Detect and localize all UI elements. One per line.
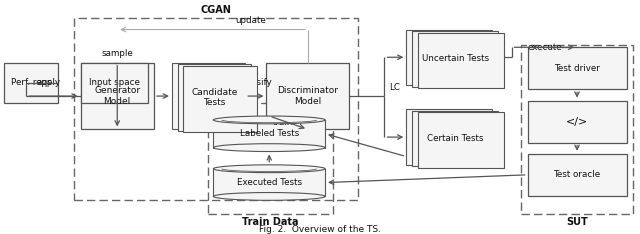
- Bar: [266, 63, 349, 129]
- Ellipse shape: [213, 116, 325, 124]
- Bar: [418, 33, 504, 88]
- Bar: [213, 120, 325, 148]
- Bar: [213, 169, 325, 196]
- Bar: [527, 101, 627, 143]
- Bar: [412, 31, 498, 87]
- Text: classify: classify: [239, 78, 272, 87]
- Text: sample: sample: [101, 49, 133, 58]
- Bar: [406, 109, 492, 165]
- Text: CGAN: CGAN: [201, 5, 232, 15]
- Bar: [412, 111, 498, 166]
- Text: Discriminator
Model: Discriminator Model: [277, 86, 339, 106]
- Text: Uncertain Tests: Uncertain Tests: [422, 54, 488, 63]
- Text: Generator
Model: Generator Model: [94, 86, 140, 106]
- Text: apply: apply: [36, 78, 61, 87]
- Bar: [527, 154, 627, 196]
- Text: Train Data: Train Data: [243, 217, 299, 227]
- Bar: [81, 63, 154, 129]
- Text: Fig. 2.  Overview of the TS.: Fig. 2. Overview of the TS.: [259, 225, 381, 234]
- Bar: [527, 47, 627, 89]
- Text: Executed Tests: Executed Tests: [237, 178, 302, 187]
- Ellipse shape: [213, 165, 325, 173]
- Bar: [74, 18, 358, 200]
- Text: update: update: [236, 16, 266, 25]
- Bar: [177, 64, 251, 131]
- Text: </>: </>: [566, 117, 588, 127]
- Bar: [406, 29, 492, 85]
- Ellipse shape: [213, 193, 325, 200]
- Bar: [4, 63, 58, 103]
- Bar: [183, 66, 257, 132]
- Text: execute: execute: [527, 43, 562, 52]
- Bar: [172, 63, 245, 129]
- Text: Certain Tests: Certain Tests: [427, 134, 483, 143]
- Bar: [418, 113, 504, 168]
- Text: Test driver: Test driver: [554, 64, 600, 73]
- Text: SUT: SUT: [566, 217, 588, 227]
- Ellipse shape: [213, 144, 325, 152]
- Text: Test oracle: Test oracle: [554, 170, 600, 179]
- Text: train: train: [273, 118, 292, 127]
- Text: Labeled Tests: Labeled Tests: [239, 129, 299, 138]
- Text: Candidate
Tests: Candidate Tests: [191, 88, 237, 107]
- Bar: [521, 45, 633, 214]
- Text: Perf. reqs: Perf. reqs: [11, 78, 51, 87]
- Text: LC: LC: [390, 83, 401, 92]
- Bar: [81, 63, 148, 103]
- Bar: [208, 103, 333, 214]
- Text: Input space: Input space: [88, 78, 140, 87]
